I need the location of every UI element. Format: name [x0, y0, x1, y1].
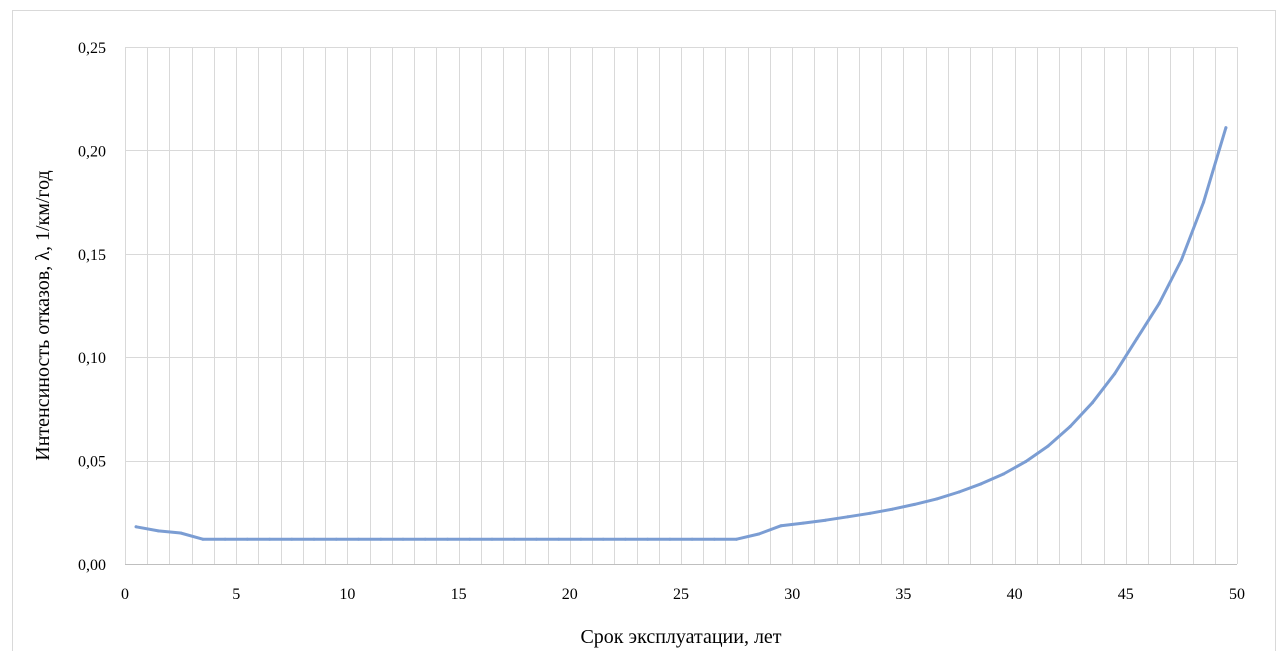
data-point	[1224, 126, 1228, 130]
data-point	[1090, 401, 1094, 405]
data-point	[957, 490, 961, 494]
data-point	[779, 524, 783, 528]
series-group	[134, 126, 1228, 541]
data-point	[468, 537, 472, 541]
data-point	[668, 537, 672, 541]
data-point	[868, 511, 872, 515]
data-point	[1046, 444, 1050, 448]
vertical-gridlines	[125, 47, 1238, 564]
data-point	[201, 537, 205, 541]
data-point	[223, 537, 227, 541]
data-point	[579, 537, 583, 541]
data-point	[268, 537, 272, 541]
x-tick-label: 10	[339, 586, 355, 603]
x-tick-labels: 0 5 10 15 20 25 30 35 40 45 50	[121, 586, 1245, 603]
data-point	[379, 537, 383, 541]
data-point	[245, 537, 249, 541]
data-point	[1068, 425, 1072, 428]
x-tick-label: 5	[232, 586, 240, 603]
y-tick-label: 0,20	[78, 143, 106, 160]
failure-rate-chart: 0 5 10 15 20 25 30 35 40 45 50 0,00 0,05 0,10 0,15 0,2…	[32, 40, 1245, 648]
data-point	[601, 537, 605, 541]
x-tick-label: 50	[1229, 586, 1245, 603]
data-point	[757, 532, 761, 536]
data-point	[290, 537, 294, 541]
data-point	[134, 525, 138, 529]
series-line	[134, 126, 1228, 541]
data-point	[801, 521, 805, 525]
data-point	[1179, 258, 1183, 262]
data-point	[623, 537, 627, 541]
x-tick-label: 0	[121, 586, 129, 603]
x-tick-label: 35	[895, 586, 911, 603]
y-tick-label: 0,00	[78, 557, 106, 574]
data-point	[312, 537, 316, 541]
data-point	[846, 515, 850, 519]
data-point	[334, 537, 338, 541]
x-axis-title: Срок эксплуатации, лет	[580, 626, 781, 648]
data-point	[1024, 460, 1028, 464]
data-point	[735, 537, 739, 541]
data-point	[712, 537, 716, 541]
horizontal-gridlines	[125, 47, 1237, 565]
data-point	[1202, 200, 1206, 204]
data-point	[357, 537, 360, 541]
chart-frame: 0 5 10 15 20 25 30 35 40 45 50 0,00 0,05 0,10 0,15 0,2…	[12, 10, 1276, 651]
data-point	[646, 537, 650, 541]
x-tick-label: 40	[1007, 586, 1023, 603]
x-tick-label: 25	[673, 586, 689, 603]
data-point	[179, 531, 183, 535]
data-point	[913, 502, 916, 506]
data-point	[1135, 337, 1139, 341]
data-point	[534, 537, 538, 541]
y-axis-title: Интенсиность отказов, λ, 1/км/год	[32, 170, 54, 460]
x-tick-label: 20	[562, 586, 578, 603]
data-point	[512, 537, 516, 541]
x-tick-label: 45	[1118, 586, 1134, 603]
data-point	[824, 518, 828, 522]
data-point	[490, 537, 494, 541]
y-tick-labels: 0,00 0,05 0,10 0,15 0,20 0,25	[78, 40, 106, 574]
data-point	[935, 497, 939, 501]
data-point	[423, 537, 427, 541]
data-point	[890, 507, 894, 511]
data-point	[690, 537, 694, 541]
data-point	[156, 529, 160, 533]
data-point	[1002, 472, 1005, 476]
x-tick-label: 15	[451, 586, 467, 603]
data-point	[979, 482, 983, 486]
data-point	[446, 537, 449, 541]
data-point	[557, 537, 561, 541]
x-tick-label: 30	[784, 586, 800, 603]
y-tick-label: 0,25	[78, 40, 106, 57]
data-point	[1113, 372, 1117, 376]
y-tick-label: 0,05	[78, 454, 106, 471]
y-tick-label: 0,10	[78, 350, 106, 367]
y-tick-label: 0,15	[78, 247, 106, 264]
data-point	[1157, 301, 1161, 305]
data-point	[401, 537, 405, 541]
